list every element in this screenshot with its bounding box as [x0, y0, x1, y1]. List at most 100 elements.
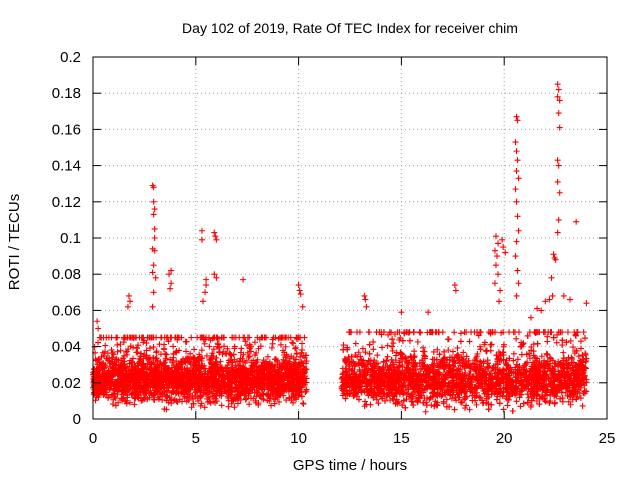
data-point	[406, 337, 413, 344]
data-point	[290, 375, 297, 382]
data-point	[260, 396, 267, 403]
data-point	[572, 332, 579, 339]
data-point	[501, 367, 508, 374]
data-point	[227, 351, 234, 358]
data-point	[272, 396, 279, 403]
data-point	[230, 371, 237, 378]
data-point	[296, 378, 303, 385]
data-point	[565, 398, 572, 405]
data-point	[174, 334, 181, 341]
data-point	[231, 379, 238, 386]
data-point	[198, 357, 205, 364]
data-point	[153, 363, 160, 370]
data-point	[528, 402, 535, 409]
data-point	[370, 338, 377, 345]
data-point	[191, 346, 198, 353]
data-point	[500, 406, 507, 413]
data-point	[216, 391, 223, 398]
data-point	[348, 359, 355, 366]
data-point	[526, 329, 533, 336]
data-point	[418, 392, 425, 399]
data-point	[247, 381, 254, 388]
data-point	[477, 358, 484, 365]
data-point	[544, 386, 551, 393]
data-point	[275, 368, 282, 375]
data-point	[373, 396, 380, 403]
data-point	[291, 395, 298, 402]
data-point	[173, 397, 180, 404]
data-point	[483, 395, 490, 402]
data-point	[143, 375, 150, 382]
data-point	[165, 381, 172, 388]
data-point	[234, 358, 241, 365]
data-point	[160, 384, 167, 391]
data-point	[259, 366, 266, 373]
data-point	[141, 351, 148, 358]
data-point	[153, 349, 160, 356]
data-point	[294, 334, 301, 341]
data-point	[185, 371, 192, 378]
data-point	[255, 389, 262, 396]
data-point	[170, 343, 177, 350]
data-point	[211, 393, 218, 400]
data-point	[475, 382, 482, 389]
data-point	[143, 382, 150, 389]
data-point	[239, 359, 246, 366]
data-point	[132, 395, 139, 402]
data-point	[298, 393, 305, 400]
data-point	[368, 391, 375, 398]
data-point	[257, 393, 264, 400]
data-point	[575, 353, 582, 360]
data-point	[224, 345, 231, 352]
data-point	[457, 330, 464, 337]
data-point	[580, 329, 587, 336]
data-point	[148, 360, 155, 367]
data-point	[203, 376, 210, 383]
data-point	[399, 374, 406, 381]
data-point	[533, 329, 540, 336]
data-point	[158, 334, 165, 341]
data-point	[190, 400, 197, 407]
data-point	[255, 364, 262, 371]
data-point	[461, 329, 468, 336]
data-point	[184, 379, 191, 386]
data-point	[126, 378, 133, 385]
data-point	[210, 346, 217, 353]
data-point	[137, 353, 144, 360]
data-point	[285, 379, 292, 386]
data-point	[364, 389, 371, 396]
data-point	[466, 406, 473, 413]
data-point	[210, 392, 217, 399]
data-point	[345, 363, 352, 370]
data-point	[283, 351, 290, 358]
data-point	[254, 356, 261, 363]
data-point	[125, 387, 132, 394]
data-point	[143, 355, 150, 362]
data-point	[233, 393, 240, 400]
data-point	[303, 387, 310, 394]
data-point	[238, 389, 245, 396]
data-point	[201, 371, 208, 378]
data-point	[130, 383, 137, 390]
data-point	[392, 400, 399, 407]
data-point	[148, 367, 155, 374]
data-point	[225, 403, 232, 410]
data-point	[161, 346, 168, 353]
data-point	[234, 400, 241, 407]
data-point	[255, 345, 262, 352]
data-point	[420, 348, 427, 355]
data-point	[271, 380, 278, 387]
data-point	[269, 340, 276, 347]
data-point	[517, 403, 524, 410]
data-point	[403, 396, 410, 403]
data-point	[500, 343, 507, 350]
data-point	[215, 348, 222, 355]
data-point	[553, 339, 560, 346]
data-point	[134, 349, 141, 356]
data-point	[108, 373, 115, 380]
data-point	[450, 366, 457, 373]
data-point	[436, 351, 443, 358]
data-point	[483, 399, 490, 406]
data-point	[266, 368, 273, 375]
data-point	[170, 361, 177, 368]
